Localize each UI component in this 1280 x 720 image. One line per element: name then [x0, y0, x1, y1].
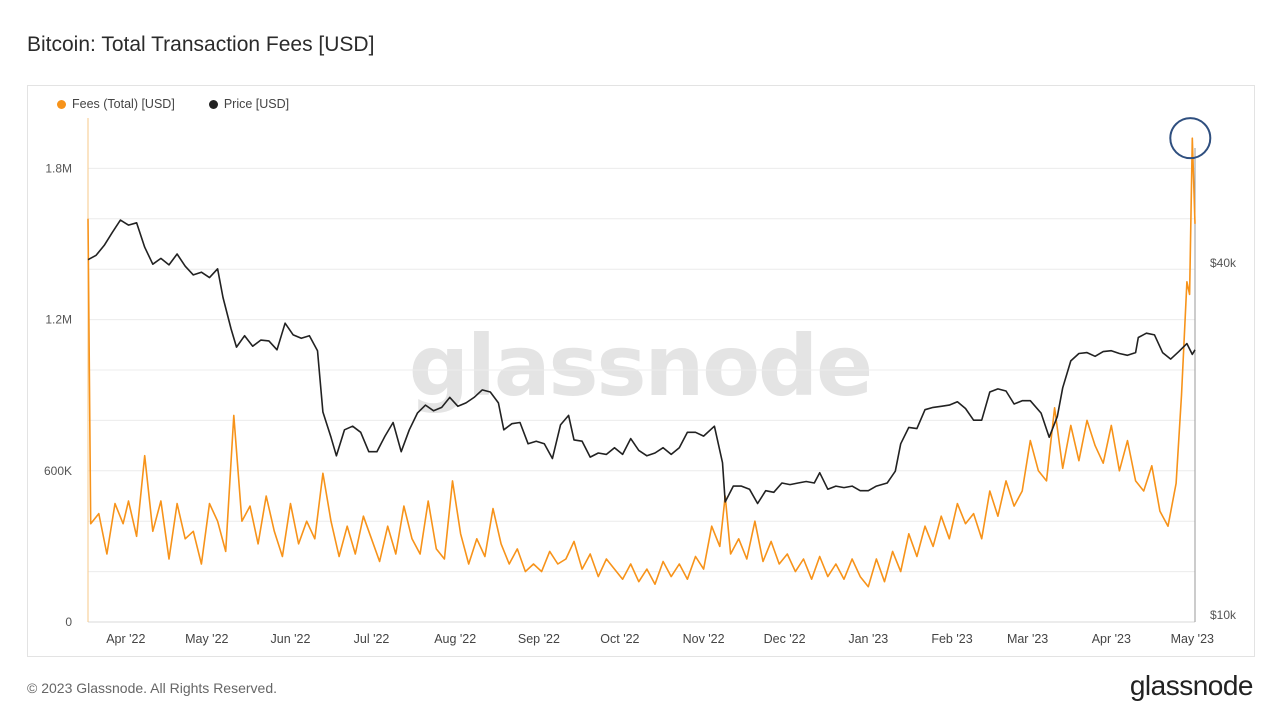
x-tick-label: Aug '22	[434, 632, 476, 646]
x-tick-label: Oct '22	[600, 632, 639, 646]
series-group	[87, 137, 1196, 588]
x-tick-label: May '22	[185, 632, 228, 646]
watermark-text: glassnode	[409, 317, 871, 415]
x-tick-label: Apr '23	[1092, 632, 1131, 646]
x-tick-label: Jun '22	[271, 632, 311, 646]
fees-dot-icon	[57, 99, 66, 109]
y-left-tick-label: 1.2M	[45, 313, 72, 327]
y-left-tick-label: 600K	[44, 464, 72, 478]
annotation-group	[1169, 117, 1212, 160]
fees-series-line	[87, 137, 1196, 588]
x-tick-label: Feb '23	[931, 632, 972, 646]
price-series-line	[87, 219, 1196, 505]
legend-item-fees[interactable]: Fees (Total) [USD]	[57, 97, 175, 111]
page-title: Bitcoin: Total Transaction Fees [USD]	[27, 33, 375, 56]
legend-label-price: Price [USD]	[223, 97, 290, 111]
right-y-axis: $10k $40k	[1210, 256, 1237, 622]
copyright-text: © 2023 Glassnode. All Rights Reserved.	[27, 680, 278, 696]
x-tick-label: Dec '22	[764, 632, 806, 646]
y-left-tick-label: 1.8M	[45, 161, 72, 175]
x-tick-label: Mar '23	[1007, 632, 1048, 646]
x-tick-label: Jul '22	[354, 632, 390, 646]
left-y-axis: 0 600K 1.2M 1.8M	[44, 161, 72, 629]
chart-panel	[27, 85, 1255, 657]
x-tick-label: May '23	[1171, 632, 1214, 646]
grid-lines	[87, 118, 1196, 623]
legend-item-price[interactable]: Price [USD]	[208, 97, 290, 111]
legend-label-fees: Fees (Total) [USD]	[72, 97, 175, 111]
peak-highlight-circle	[1169, 117, 1212, 160]
brand-logo[interactable]: glassnode	[1129, 670, 1254, 701]
x-tick-label: Nov '22	[683, 632, 725, 646]
x-tick-label: Sep '22	[518, 632, 560, 646]
x-tick-label: Apr '22	[106, 632, 145, 646]
y-left-tick-label: 0	[65, 615, 72, 629]
y-right-tick-label: $10k	[1210, 608, 1237, 622]
y-right-tick-label: $40k	[1210, 256, 1237, 270]
x-tick-label: Jan '23	[848, 632, 888, 646]
chart-legend: Fees (Total) [USD] Price [USD]	[57, 97, 289, 111]
x-axis: Apr '22 May '22 Jun '22 Jul '22 Aug '22 Sep '…	[106, 632, 1214, 646]
price-dot-icon	[208, 99, 218, 109]
